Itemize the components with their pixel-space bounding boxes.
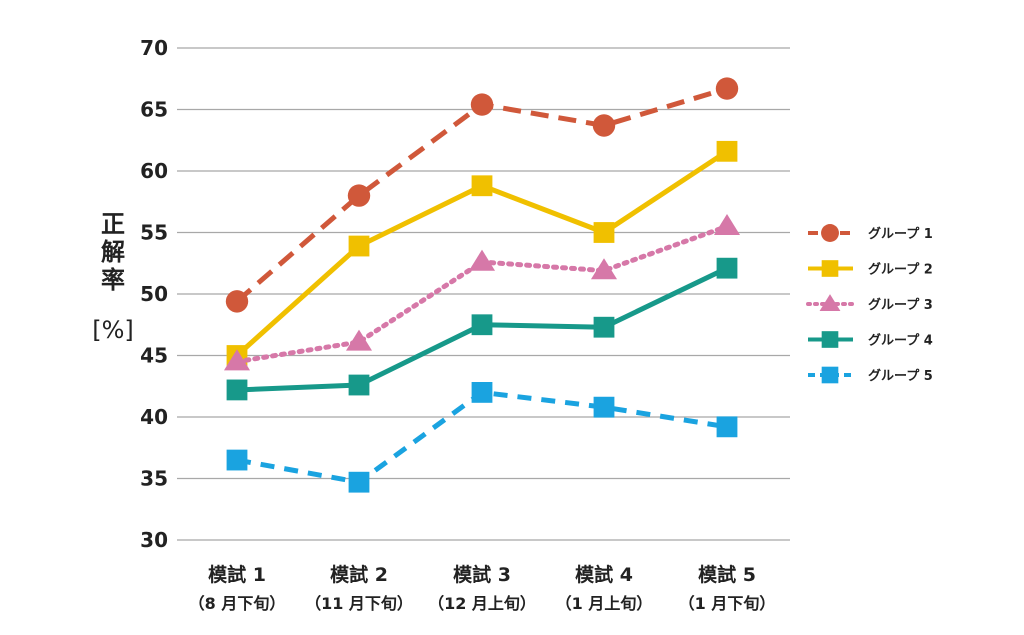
series-line (236, 389, 728, 485)
series (226, 382, 738, 493)
data-point (226, 449, 248, 471)
x-category-label: 模試 5 (698, 563, 756, 586)
data-point (590, 258, 618, 280)
legend-item: グループ 4 (808, 331, 933, 349)
legend-item: グループ 1 (808, 224, 933, 242)
legend-label: グループ 2 (868, 262, 933, 278)
data-point (592, 114, 616, 137)
legend-label: グループ 3 (868, 297, 933, 313)
y-tick-label: 40 (140, 405, 168, 429)
y-tick-label: 55 (140, 221, 168, 245)
data-point (593, 222, 615, 243)
legend-label: グループ 4 (868, 333, 933, 349)
data-point (468, 249, 496, 271)
data-point (716, 257, 738, 279)
data-point (348, 235, 370, 257)
legend-item: グループ 3 (806, 294, 933, 313)
data-point (713, 213, 741, 236)
y-tick-label: 60 (140, 159, 168, 183)
y-axis-unit: [%] (92, 316, 134, 344)
y-axis-label: 正解率 [%] (92, 210, 134, 344)
data-point (821, 331, 839, 348)
y-axis-ticks: 30 35 40 45 50 55 60 65 70 (140, 36, 168, 552)
x-category-sublabel: （11 月下旬） (305, 594, 413, 613)
y-axis-label-char: 率 (101, 266, 125, 294)
x-category-label: 模試 2 (330, 563, 388, 586)
data-point (223, 349, 251, 371)
data-point (593, 316, 615, 338)
y-tick-label: 35 (140, 467, 168, 491)
data-point (471, 314, 493, 336)
data-point (226, 379, 248, 401)
data-point (470, 93, 494, 116)
data-point (345, 329, 373, 351)
x-category-sublabel: （12 月上旬） (428, 594, 536, 613)
data-point (821, 224, 839, 242)
data-point (716, 140, 738, 162)
data-point (471, 382, 493, 403)
legend-item: グループ 2 (808, 260, 933, 278)
series (226, 257, 738, 401)
data-point (348, 374, 370, 396)
y-axis-label-char: 正 (101, 210, 125, 238)
y-tick-label: 30 (140, 528, 168, 552)
y-tick-label: 45 (140, 344, 168, 368)
legend-label: グループ 5 (868, 368, 933, 384)
legend-label: グループ 1 (868, 226, 933, 242)
x-axis-categories: 模試 1 （8 月下旬） 模試 2 （11 月下旬） 模試 3 （12 月上旬） 模試 4 （… (189, 563, 776, 613)
data-point (347, 184, 371, 207)
x-category-sublabel: （8 月下旬） (189, 594, 286, 613)
x-category-label: 模試 1 (208, 563, 266, 586)
data-point (348, 471, 370, 493)
y-axis-label-char: 解 (101, 238, 125, 266)
y-tick-label: 70 (140, 36, 168, 60)
legend: グループ 1 グループ 2 グループ 3 グループ 4 グループ 5 (806, 224, 933, 384)
data-point (471, 175, 493, 197)
series-layer (223, 77, 741, 493)
data-point (593, 396, 615, 418)
y-tick-label: 50 (140, 282, 168, 306)
data-point (821, 260, 839, 277)
legend-item: グループ 5 (808, 366, 933, 384)
x-category-label: 模試 4 (575, 563, 633, 586)
x-category-sublabel: （1 月下旬） (679, 594, 776, 613)
data-point (819, 294, 841, 311)
data-point (716, 416, 738, 438)
x-category-sublabel: （1 月上旬） (556, 594, 653, 613)
y-tick-label: 65 (140, 98, 168, 122)
data-point (225, 290, 249, 313)
data-point (715, 77, 739, 100)
x-category-label: 模試 3 (453, 563, 511, 586)
series (223, 213, 741, 371)
series (225, 77, 739, 313)
data-point (821, 366, 839, 384)
